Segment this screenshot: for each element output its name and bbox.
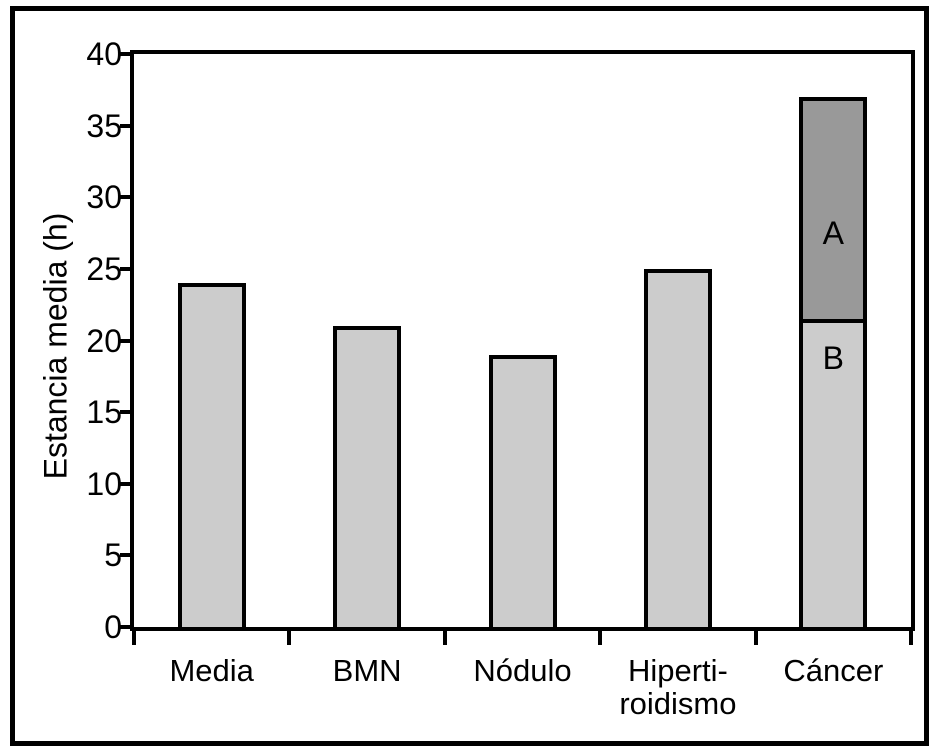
x-axis-tick-2: [442, 631, 447, 645]
y-axis-tick-30: [120, 195, 134, 200]
y-axis-tick-label-10: 10: [86, 465, 122, 502]
bar-label-b: B: [822, 339, 844, 376]
y-axis-tick-0: [120, 625, 134, 629]
figure-border: [10, 6, 929, 746]
bar-hipertiroidismo: [643, 268, 712, 627]
bar-label-a: A: [822, 215, 844, 252]
y-axis-tick-10: [120, 481, 134, 486]
x-axis-tick-3: [598, 631, 603, 645]
y-axis-tick-label-0: 0: [104, 609, 122, 645]
bar-nodulo: [488, 354, 557, 627]
y-axis-tick-label-15: 15: [86, 394, 122, 431]
x-axis-label-media: Media: [169, 653, 254, 688]
plot-area: 0 5 10 15 20 25 30 35 40 Media BMN Nódulo Hiperti- r…: [86, 37, 915, 720]
bar-bmn: [333, 326, 402, 627]
x-axis-label-bmn: BMN: [332, 653, 402, 688]
x-axis-tick-5: [909, 631, 913, 645]
x-axis-tick-4: [753, 631, 758, 645]
y-axis-tick-15: [120, 410, 134, 415]
x-axis-tick-1: [287, 631, 292, 645]
x-axis-label-nodulo: Nódulo: [473, 653, 572, 688]
y-axis-tick-label-5: 5: [104, 537, 122, 574]
y-axis-tick-35: [120, 123, 134, 128]
y-axis-tick-20: [120, 338, 134, 343]
y-axis-tick-label-40: 40: [86, 36, 122, 72]
x-axis-label-cancer: Cáncer: [783, 653, 884, 688]
y-axis-tick-label-35: 35: [86, 107, 122, 144]
y-axis-tick-label-25: 25: [86, 250, 122, 287]
x-axis-tick-0: [132, 631, 136, 645]
x-axis-label-hipertiroidismo: Hiperti- roidismo: [619, 653, 737, 721]
y-axis-tick-label-20: 20: [86, 322, 122, 359]
y-axis-tick-25: [120, 266, 134, 271]
y-axis-tick-40: [120, 52, 134, 56]
y-axis-tick-label-30: 30: [86, 179, 122, 216]
y-axis-tick-5: [120, 553, 134, 558]
bar-media: [177, 283, 246, 627]
bar-cancer-segment-2: [799, 96, 868, 320]
bar-cancer-segment-1: [799, 319, 868, 627]
